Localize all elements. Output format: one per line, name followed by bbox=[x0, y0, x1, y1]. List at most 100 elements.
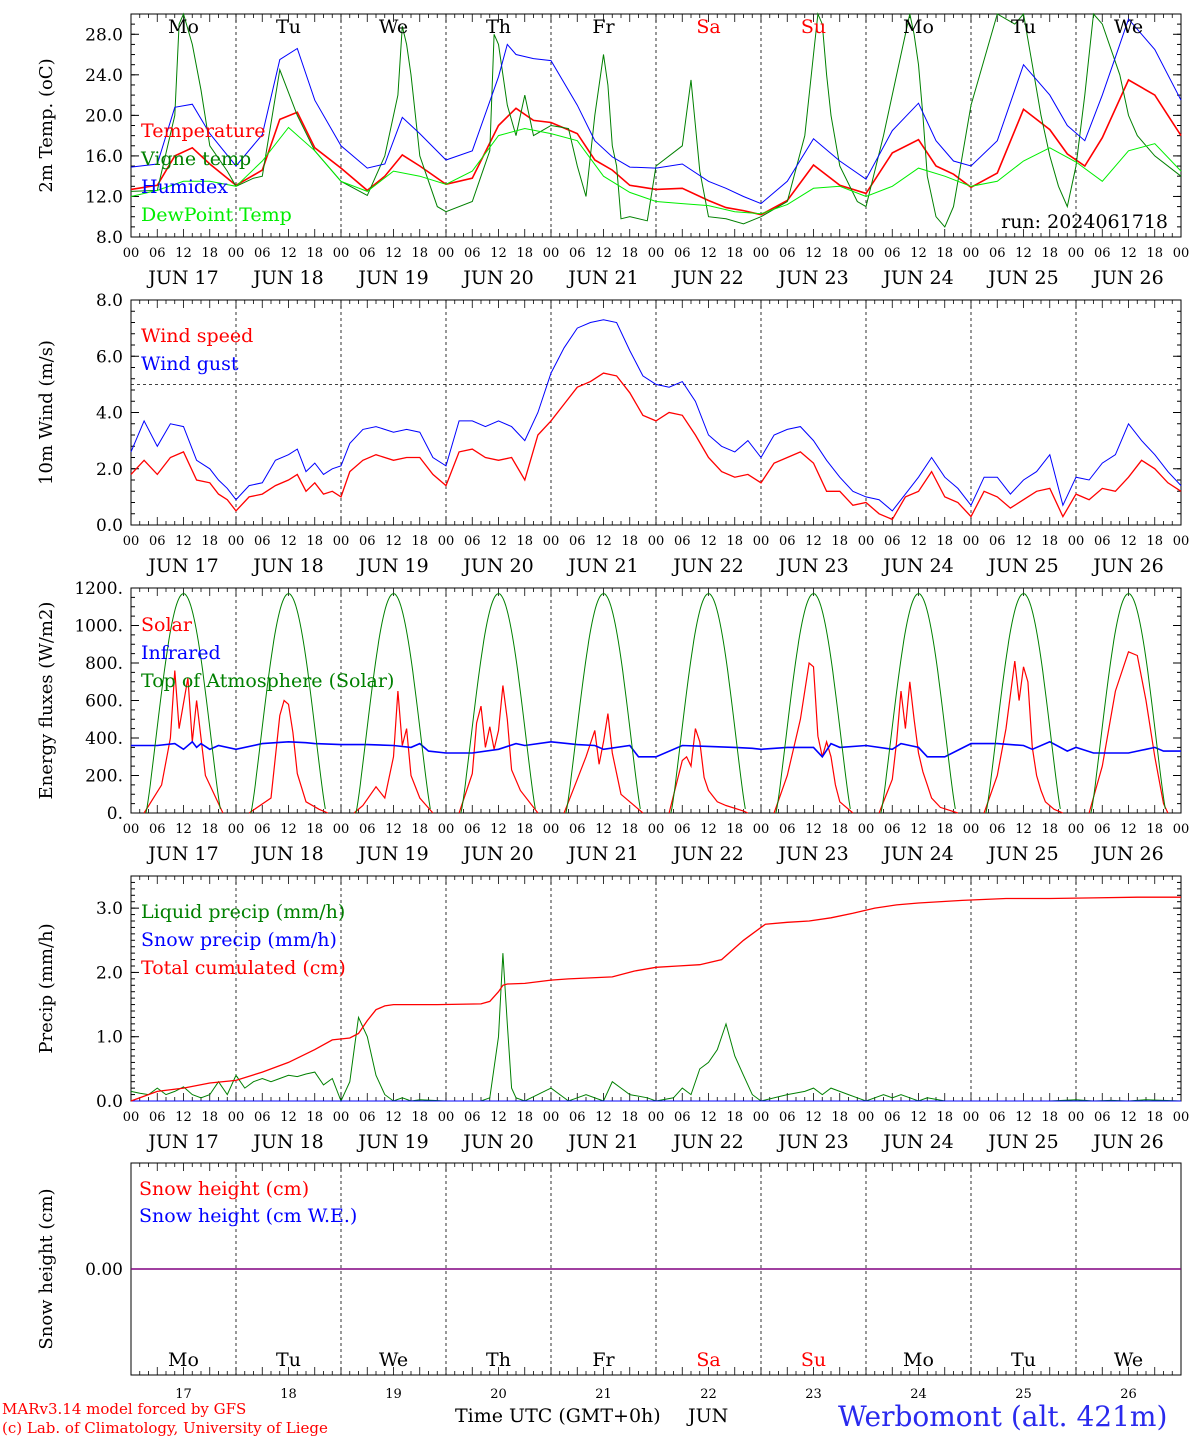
legend-entry: Humidex bbox=[141, 176, 228, 198]
day-label: JUN 26 bbox=[1091, 1131, 1163, 1153]
x-tick-label: 00 bbox=[858, 534, 875, 549]
x-tick-label: 12 bbox=[910, 1110, 927, 1125]
x-tick-label: 06 bbox=[359, 822, 376, 837]
series-vigne-temp bbox=[130, 12, 1182, 228]
x-tick-label: 06 bbox=[674, 246, 691, 261]
x-tick-label: 12 bbox=[1120, 246, 1137, 261]
weekday-label: Sa bbox=[696, 16, 720, 38]
y-axis-title: Snow height (cm) bbox=[36, 1188, 57, 1349]
series-dewpoint-temp bbox=[130, 126, 1182, 215]
y-tick-label: 600. bbox=[85, 692, 123, 712]
solar-day-curve bbox=[773, 661, 854, 814]
x-tick-label: 18 bbox=[1041, 1110, 1058, 1125]
day-number-label: 17 bbox=[175, 1387, 192, 1402]
x-tick-label: 18 bbox=[516, 1110, 533, 1125]
series-line bbox=[130, 78, 1182, 216]
x-axis-label: Time UTC (GMT+0h) bbox=[455, 1405, 661, 1427]
y-tick-label: 24.0 bbox=[85, 66, 123, 86]
x-tick-label: 06 bbox=[149, 534, 166, 549]
x-tick-label: 18 bbox=[831, 822, 848, 837]
day-label: JUN 23 bbox=[776, 1131, 848, 1153]
y-tick-label: 12.0 bbox=[85, 187, 123, 207]
legend: Temperature Vigne temp Humidex DewPoint Tem… bbox=[140, 120, 292, 226]
x-tick-label: 06 bbox=[1094, 822, 1111, 837]
x-tick-label: 06 bbox=[569, 822, 586, 837]
x-tick-label: 06 bbox=[359, 246, 376, 261]
x-tick-label: 06 bbox=[149, 246, 166, 261]
x-tick-label: 06 bbox=[149, 1110, 166, 1125]
y-axis-title: Energy fluxes (W/m2) bbox=[36, 602, 57, 800]
x-tick-label: 12 bbox=[910, 822, 927, 837]
weekday-label: Su bbox=[801, 1349, 826, 1371]
x-tick-label: 06 bbox=[989, 1110, 1006, 1125]
x-tick-label: 00 bbox=[1068, 534, 1085, 549]
x-tick-label: 12 bbox=[595, 822, 612, 837]
x-tick-label: 00 bbox=[543, 822, 560, 837]
weekday-label: We bbox=[379, 16, 408, 38]
x-tick-label: 18 bbox=[1041, 246, 1058, 261]
x-tick-label: 00 bbox=[438, 822, 455, 837]
x-tick-label: 12 bbox=[175, 534, 192, 549]
x-tick-label: 00 bbox=[438, 534, 455, 549]
x-tick-label: 06 bbox=[1094, 1110, 1111, 1125]
x-tick-label: 18 bbox=[516, 822, 533, 837]
y-tick-label: 0.00 bbox=[85, 1260, 123, 1280]
x-tick-label: 18 bbox=[1146, 1110, 1163, 1125]
legend: Snow height (cm) Snow height (cm W.E.) bbox=[139, 1178, 357, 1227]
x-tick-label: 00 bbox=[648, 822, 665, 837]
toa-arc bbox=[250, 593, 326, 814]
day-label: JUN 25 bbox=[986, 843, 1058, 865]
x-tick-label: 18 bbox=[1146, 246, 1163, 261]
x-tick-label: 00 bbox=[753, 1110, 770, 1125]
series-line bbox=[130, 18, 1182, 205]
y-tick-label: 1.0 bbox=[96, 1028, 123, 1048]
x-tick-label: 12 bbox=[805, 822, 822, 837]
month-label: JUN bbox=[688, 1405, 729, 1427]
x-tick-label: 18 bbox=[621, 1110, 638, 1125]
day-label: JUN 19 bbox=[356, 1131, 428, 1153]
solar-day-curve bbox=[1088, 650, 1169, 814]
weekday-label: Mo bbox=[168, 1349, 199, 1371]
day-label: JUN 18 bbox=[251, 1131, 323, 1153]
x-tick-label: 18 bbox=[936, 534, 953, 549]
day-number-label: 25 bbox=[1015, 1387, 1032, 1402]
legend-entry: Snow height (cm W.E.) bbox=[139, 1205, 357, 1227]
day-label: JUN 18 bbox=[251, 267, 323, 289]
x-tick-label: 12 bbox=[490, 822, 507, 837]
toa-arc bbox=[670, 593, 746, 814]
x-tick-label: 00 bbox=[1173, 1110, 1190, 1125]
weekday-label: Tu bbox=[1011, 1349, 1036, 1371]
x-axis-labels: 00 06 12 18 00 06 12 18 00 06 12 18 00 06 12 18 00 06 12 18… bbox=[123, 1110, 1190, 1153]
day-label: JUN 20 bbox=[461, 1131, 533, 1153]
x-tick-label: 12 bbox=[1120, 1110, 1137, 1125]
x-tick-label: 00 bbox=[228, 246, 245, 261]
day-number-label: 19 bbox=[385, 1387, 402, 1402]
x-tick-label: 12 bbox=[280, 534, 297, 549]
x-tick-label: 00 bbox=[1068, 822, 1085, 837]
legend-entry: Liquid precip (mm/h) bbox=[141, 901, 345, 923]
x-axis-labels: 00 06 12 18 00 06 12 18 00 06 12 18 00 06 12 18 00 06 12 18… bbox=[123, 246, 1190, 289]
y-tick-label: 0.0 bbox=[96, 516, 123, 536]
x-tick-label: 06 bbox=[254, 534, 271, 549]
x-tick-label: 18 bbox=[726, 246, 743, 261]
y-tick-label: 400. bbox=[85, 729, 123, 749]
y-axis-title: Precip (mm/h) bbox=[36, 923, 57, 1053]
legend: Liquid precip (mm/h) Snow precip (mm/h) To… bbox=[141, 901, 346, 979]
x-axis-labels: 00 06 12 18 00 06 12 18 00 06 12 18 00 06 12 18 00 06 12 18… bbox=[123, 822, 1190, 865]
x-tick-label: 00 bbox=[333, 1110, 350, 1125]
y-tick-label: 8.0 bbox=[96, 228, 123, 248]
x-tick-label: 12 bbox=[385, 1110, 402, 1125]
legend-entry: Snow precip (mm/h) bbox=[141, 929, 337, 951]
series-humidex bbox=[130, 18, 1182, 205]
x-tick-label: 18 bbox=[1041, 534, 1058, 549]
y-tick-label: 16.0 bbox=[85, 147, 123, 167]
x-tick-label: 00 bbox=[858, 822, 875, 837]
toa-arc bbox=[565, 593, 641, 814]
x-tick-label: 18 bbox=[306, 822, 323, 837]
day-number-labels: 17 18 19 20 21 22 23 24 25 26 bbox=[175, 1387, 1137, 1402]
legend: Solar Infrared Top of Atmosphere (Solar) bbox=[141, 614, 394, 692]
x-tick-label: 00 bbox=[228, 822, 245, 837]
x-tick-label: 18 bbox=[201, 534, 218, 549]
toa-arc bbox=[880, 593, 956, 814]
panel-3: 0. 200. 400. 600. 800. 1000. 1200. Energy fluxe… bbox=[36, 579, 1189, 865]
